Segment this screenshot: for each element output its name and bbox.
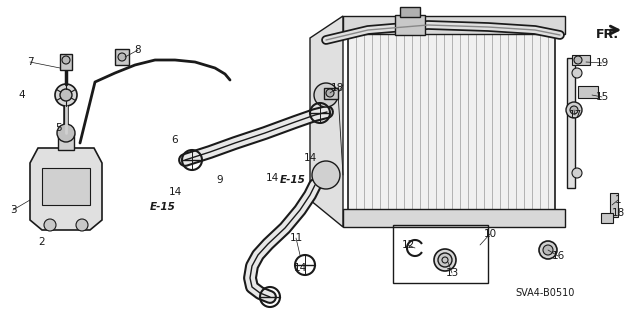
Circle shape	[438, 253, 452, 267]
Text: 10: 10	[483, 229, 497, 239]
Bar	[58, 133, 74, 150]
Polygon shape	[310, 16, 343, 227]
Circle shape	[55, 84, 77, 106]
Bar	[395, 15, 425, 35]
Circle shape	[572, 68, 582, 78]
Circle shape	[539, 241, 557, 259]
Text: 16: 16	[552, 251, 564, 261]
Text: 11: 11	[289, 233, 303, 243]
Bar	[60, 54, 72, 70]
Text: 9: 9	[217, 175, 223, 185]
Circle shape	[76, 219, 88, 231]
Text: E-15: E-15	[280, 175, 306, 185]
Text: SVA4-B0510: SVA4-B0510	[515, 288, 574, 298]
Text: 12: 12	[401, 240, 415, 250]
Bar	[324, 88, 338, 99]
Circle shape	[434, 249, 456, 271]
Bar	[578, 86, 598, 98]
Text: 14: 14	[303, 153, 317, 163]
Circle shape	[574, 56, 582, 64]
Text: 8: 8	[134, 45, 141, 55]
Text: 7: 7	[27, 57, 33, 67]
Bar	[348, 28, 555, 215]
Text: 14: 14	[168, 187, 182, 197]
Text: 4: 4	[19, 90, 26, 100]
Text: 5: 5	[54, 123, 61, 133]
Bar	[601, 213, 613, 223]
Circle shape	[44, 219, 56, 231]
Text: E-15: E-15	[150, 202, 176, 212]
Text: 14: 14	[266, 173, 278, 183]
Text: 2: 2	[38, 237, 45, 247]
Text: 14: 14	[293, 263, 307, 273]
Circle shape	[118, 53, 126, 61]
Bar	[610, 193, 618, 217]
Bar	[567, 58, 575, 188]
Circle shape	[62, 56, 70, 64]
Circle shape	[543, 245, 553, 255]
Circle shape	[570, 106, 578, 114]
Bar	[393, 225, 488, 283]
Text: 19: 19	[595, 58, 609, 68]
Circle shape	[60, 89, 72, 101]
Circle shape	[312, 161, 340, 189]
Bar	[115, 49, 129, 65]
Bar	[42, 168, 90, 205]
Text: FR.: FR.	[596, 27, 619, 41]
Circle shape	[572, 168, 582, 178]
Bar	[343, 209, 565, 227]
Bar	[572, 55, 590, 65]
Bar	[400, 7, 420, 17]
Text: 18: 18	[330, 83, 344, 93]
Bar	[343, 16, 565, 34]
Circle shape	[326, 89, 334, 97]
Text: 13: 13	[445, 268, 459, 278]
Text: 3: 3	[10, 205, 16, 215]
Circle shape	[566, 102, 582, 118]
Text: 15: 15	[595, 92, 609, 102]
Text: 1: 1	[614, 195, 621, 205]
Polygon shape	[30, 148, 102, 230]
Text: 17: 17	[568, 110, 582, 120]
Circle shape	[57, 124, 75, 142]
Circle shape	[314, 83, 338, 107]
Text: 6: 6	[172, 135, 179, 145]
Text: 18: 18	[611, 208, 625, 218]
